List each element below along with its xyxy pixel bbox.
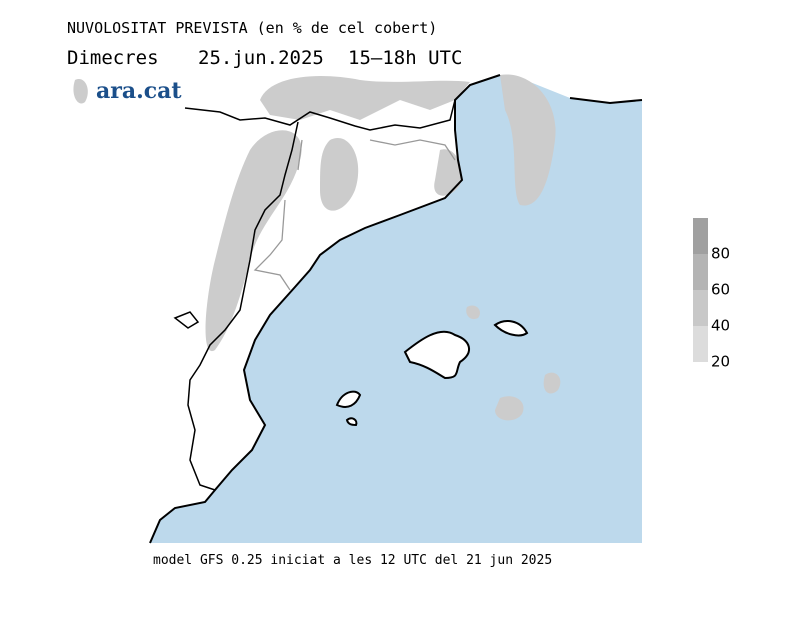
legend-label: 60 [711, 281, 730, 299]
title: NUVOLOSITAT PREVISTA (en % de cel cobert… [67, 19, 437, 37]
footer: model GFS 0.25 iniciat a les 12 UTC del … [153, 553, 552, 568]
legend-label: 40 [711, 317, 730, 335]
map [73, 72, 643, 544]
day: Dimecres [67, 47, 159, 69]
logo: ara.cat [96, 78, 182, 104]
regional-borders [253, 139, 456, 291]
legend-swatch [693, 290, 708, 326]
islands [335, 320, 529, 427]
legend-swatch [693, 218, 708, 254]
legend-label: 20 [711, 353, 730, 371]
borders [173, 99, 456, 491]
legend-label: 80 [711, 245, 730, 263]
time: 15–18h UTC [348, 47, 462, 69]
legend-swatch [693, 326, 708, 362]
date: 25.jun.2025 [198, 47, 324, 69]
legend: 20 40 60 80 [693, 218, 730, 371]
legend-swatch [693, 254, 708, 290]
